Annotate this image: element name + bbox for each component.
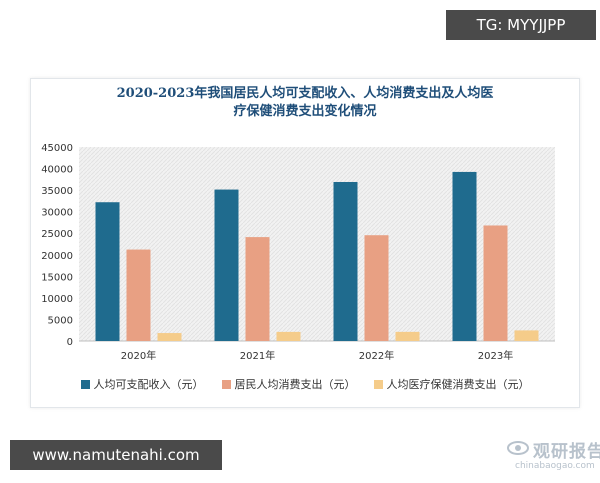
bottom-tag-text: www.namutenahi.com	[32, 446, 200, 464]
legend-label-medical: 人均医疗保健消费支出（元）	[386, 378, 530, 391]
bar-chart: 0 5000 10000 15000 20000 25000 30000 35000 40000…	[41, 143, 555, 362]
bar-medical-1	[276, 331, 301, 341]
bar-consumption-0	[126, 249, 151, 341]
legend-label-consumption: 居民人均消费支出（元）	[234, 378, 356, 391]
chart-title-line-1: 2020-2023年我国居民人均可支配收入、人均消费支出及人均医	[116, 86, 494, 101]
legend-item-income: 人均可支配收入（元）	[80, 376, 204, 392]
legend-item-medical: 人均医疗保健消费支出（元）	[373, 376, 530, 392]
y-tick-label: 20000	[41, 251, 73, 262]
x-tick-label: 2020年	[121, 349, 156, 362]
bar-medical-0	[157, 333, 182, 341]
y-tick-label: 30000	[41, 208, 73, 219]
chart-title-line-2: 疗保健消费支出变化情况	[233, 104, 377, 119]
y-tick-label: 10000	[41, 294, 73, 305]
bar-consumption-2	[364, 235, 389, 341]
watermark-logo-icon	[507, 441, 529, 455]
x-tick-label: 2021年	[240, 349, 275, 362]
chart-legend: 人均可支配收入（元） 居民人均消费支出（元） 人均医疗保健消费支出（元）	[31, 373, 579, 395]
legend-swatch-income	[80, 379, 90, 389]
x-tick-label: 2023年	[478, 349, 513, 362]
chart-title: 2020-2023年我国居民人均可支配收入、人均消费支出及人均医 疗保健消费支出…	[31, 85, 579, 121]
top-watermark-tag: TG: MYYJJPP	[446, 10, 596, 40]
source-watermark: 观研报告网 chinabaogao.com	[507, 433, 600, 483]
watermark-text: 观研报告网	[533, 442, 600, 462]
bar-medical-3	[514, 330, 539, 341]
chart-card: 2020-2023年我国居民人均可支配收入、人均消费支出及人均医 疗保健消费支出…	[30, 78, 600, 471]
y-tick-label: 35000	[41, 186, 73, 197]
bar-income-3	[452, 171, 477, 341]
top-tag-text: TG: MYYJJPP	[476, 16, 566, 34]
bar-income-2	[333, 181, 358, 341]
y-tick-label: 15000	[41, 272, 73, 283]
y-tick-label: 5000	[48, 315, 73, 326]
legend-label-income: 人均可支配收入（元）	[93, 378, 204, 391]
bar-consumption-3	[483, 225, 508, 341]
legend-item-consumption: 居民人均消费支出（元）	[221, 376, 356, 392]
y-tick-label: 40000	[41, 165, 73, 176]
bar-consumption-1	[245, 237, 270, 341]
bottom-watermark-tag: www.namutenahi.com	[10, 440, 222, 470]
y-tick-label: 25000	[41, 229, 73, 240]
bar-income-1	[214, 189, 239, 341]
y-tick-label: 0	[67, 337, 73, 348]
watermark-url: chinabaogao.com	[515, 461, 595, 471]
bar-income-0	[95, 202, 120, 341]
y-tick-label: 45000	[41, 143, 73, 154]
x-tick-label: 2022年	[359, 349, 394, 362]
bar-medical-2	[395, 331, 420, 341]
legend-swatch-consumption	[221, 379, 231, 389]
legend-swatch-medical	[373, 379, 383, 389]
